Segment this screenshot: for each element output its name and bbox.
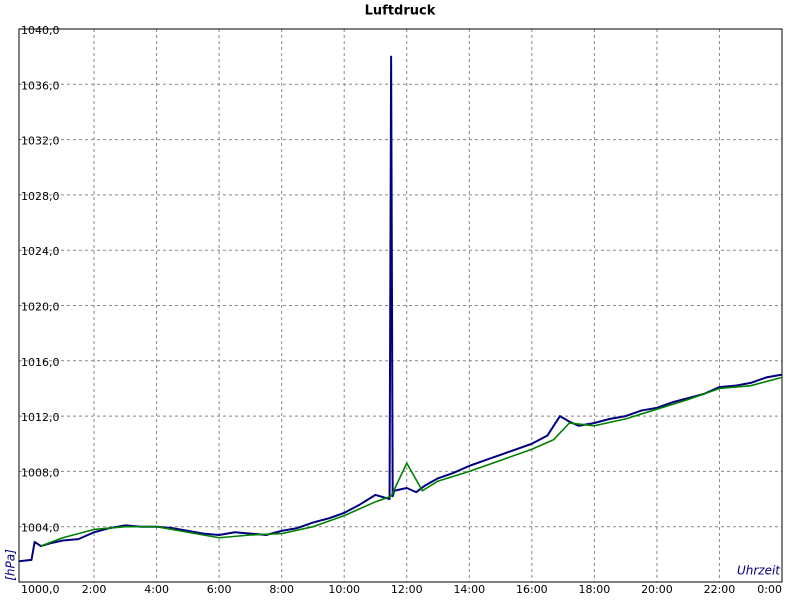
y-tick-label: 1008,0 [21,466,60,479]
y-tick-label: 1028,0 [21,190,60,203]
y-tick-label: 1020,0 [21,301,60,314]
x-tick-label: 20:00 [641,583,673,596]
x-axis-label: Uhrzeit [737,564,781,578]
y-tick-label: 1040,0 [21,24,60,37]
x-tick-label: 4:00 [144,583,169,596]
y-tick-label: 1024,0 [21,245,60,258]
x-tick-label: 2:00 [82,583,107,596]
y-tick-label: 1032,0 [21,135,60,148]
y-tick-label: 1036,0 [21,79,60,92]
x-tick-label: 6:00 [207,583,232,596]
x-tick-label: 18:00 [579,583,611,596]
chart-title: Luftdruck [365,4,436,19]
x-tick-label: 8:00 [269,583,294,596]
x-tick-label: 22:00 [704,583,736,596]
y-axis-label: [hPa] [4,549,18,581]
plot-border [18,28,783,583]
x-tick-label: 12:00 [391,583,423,596]
x-tick-label: 16:00 [516,583,548,596]
x-tick-label: 14:00 [453,583,485,596]
x-tick-label: 10:00 [328,583,360,596]
data-line [40,376,783,547]
y-tick-label: 1012,0 [21,411,60,424]
y-tick-label: 1016,0 [21,356,60,369]
x-tick-label: 0:00 [757,583,782,596]
y-tick-label: 1004,0 [21,522,60,535]
y-tick-label: 1000,0 [21,583,60,596]
